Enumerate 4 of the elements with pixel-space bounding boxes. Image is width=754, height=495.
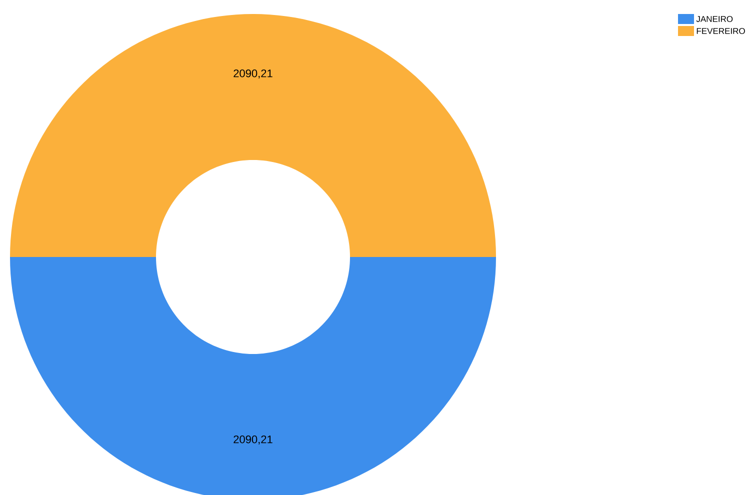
data-label: 2090,21 xyxy=(234,69,272,79)
data-label: 2090,21 xyxy=(234,435,272,445)
legend-label: JANEIRO xyxy=(696,16,733,22)
legend-label: FEVEREIRO xyxy=(696,28,745,34)
